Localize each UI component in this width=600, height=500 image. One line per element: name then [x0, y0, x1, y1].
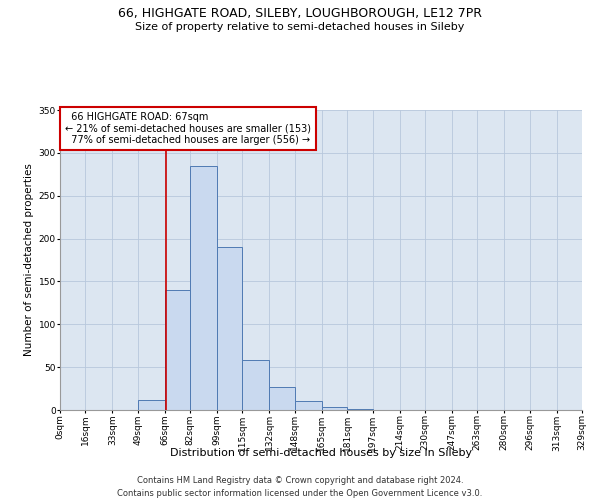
Bar	[322, 406, 347, 410]
Text: Size of property relative to semi-detached houses in Sileby: Size of property relative to semi-detach…	[136, 22, 464, 32]
Text: Contains HM Land Registry data © Crown copyright and database right 2024.: Contains HM Land Registry data © Crown c…	[137, 476, 463, 485]
Bar	[138, 400, 165, 410]
Text: 66, HIGHGATE ROAD, SILEBY, LOUGHBOROUGH, LE12 7PR: 66, HIGHGATE ROAD, SILEBY, LOUGHBOROUGH,…	[118, 8, 482, 20]
Bar	[242, 360, 269, 410]
Text: Distribution of semi-detached houses by size in Sileby: Distribution of semi-detached houses by …	[170, 448, 472, 458]
Bar	[190, 166, 217, 410]
Text: 66 HIGHGATE ROAD: 67sqm  
← 21% of semi-detached houses are smaller (153)
  77% : 66 HIGHGATE ROAD: 67sqm ← 21% of semi-de…	[65, 112, 311, 144]
Y-axis label: Number of semi-detached properties: Number of semi-detached properties	[25, 164, 34, 356]
Text: Contains public sector information licensed under the Open Government Licence v3: Contains public sector information licen…	[118, 489, 482, 498]
Bar	[295, 402, 322, 410]
Bar	[269, 387, 295, 410]
Bar	[347, 409, 373, 410]
Bar	[165, 290, 190, 410]
Bar	[217, 247, 242, 410]
